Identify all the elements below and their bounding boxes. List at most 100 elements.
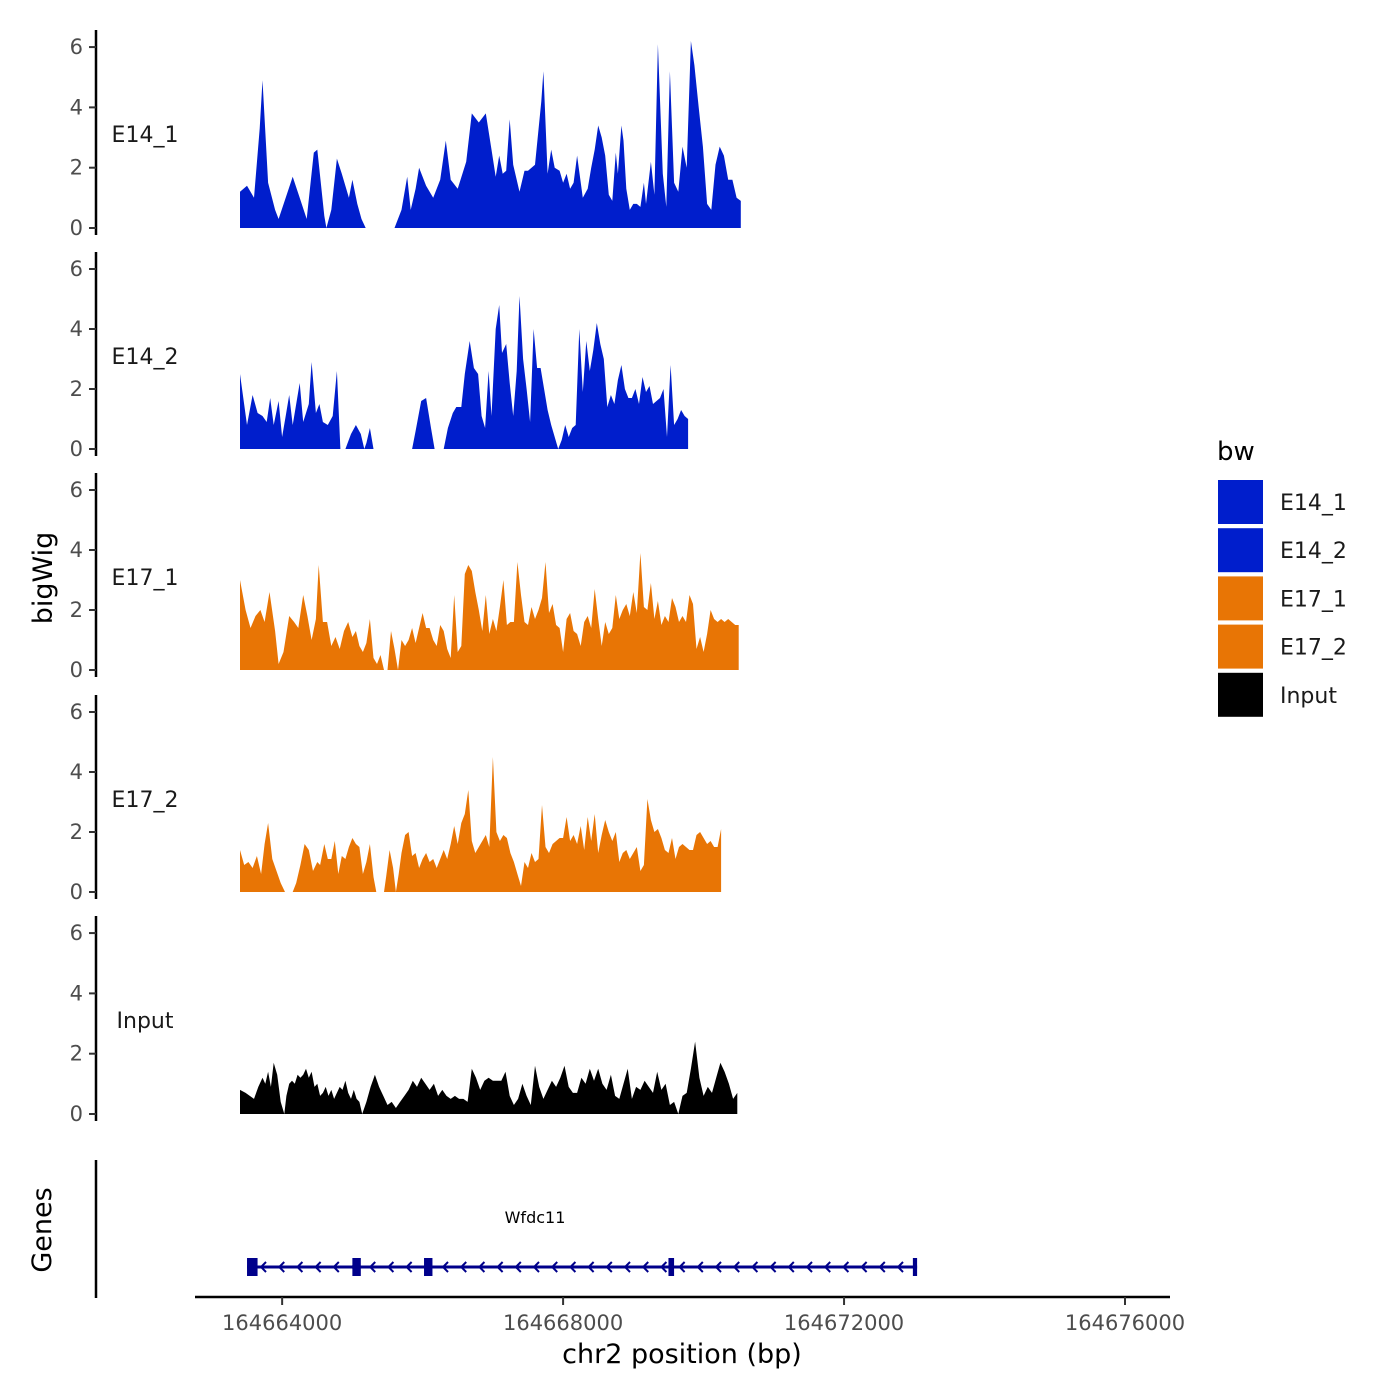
track-e17-2: 0 2 4 6 E17_2 xyxy=(70,695,722,904)
legend-label: Input xyxy=(1280,684,1337,709)
y-tick-label: 6 xyxy=(70,35,83,59)
strand-arrow xyxy=(751,1261,759,1273)
strand-arrow xyxy=(259,1261,267,1273)
y-tick-label: 4 xyxy=(70,317,83,341)
signal-area xyxy=(443,296,689,449)
strand-arrow xyxy=(823,1261,831,1273)
legend: bw E14_1 E14_2 E17_1 E17_2 Input xyxy=(1216,437,1347,719)
strand-arrow xyxy=(587,1261,595,1273)
y-tick-label: 4 xyxy=(70,981,83,1005)
signal-area xyxy=(240,80,366,228)
legend-key xyxy=(1216,670,1265,719)
genes-axis-title: Genes xyxy=(27,1187,58,1272)
strand-arrow xyxy=(842,1261,850,1273)
y-tick-label: 6 xyxy=(70,921,83,945)
strand-arrow xyxy=(441,1261,449,1273)
y-tick-label: 6 xyxy=(70,478,83,502)
y-tick-label: 6 xyxy=(70,700,83,724)
legend-title: bw xyxy=(1217,437,1255,467)
y-tick-label: 2 xyxy=(70,156,83,180)
legend-key xyxy=(1216,526,1265,575)
strand-arrow xyxy=(732,1261,740,1273)
bigwig-tracks: 0 2 4 6 E14_1 0 2 4 6 E14_2 0 2 4 6 E17_1 0 2 4 6 E17_2 0 2 4 6… xyxy=(70,30,741,1126)
strand-arrow xyxy=(787,1261,795,1273)
y-tick-label: 2 xyxy=(70,820,83,844)
strand-arrow xyxy=(332,1261,340,1273)
strand-arrow xyxy=(896,1261,904,1273)
gene-exon xyxy=(912,1258,918,1276)
strand-arrow xyxy=(387,1261,395,1273)
track-label: E17_2 xyxy=(112,788,179,813)
strand-arrow xyxy=(660,1261,668,1273)
legend-label: E17_1 xyxy=(1280,587,1347,612)
legend-label: E14_2 xyxy=(1280,539,1347,564)
strand-arrow xyxy=(696,1261,704,1273)
track-label: Input xyxy=(117,1009,174,1034)
x-tick-label: 164676000 xyxy=(1065,1311,1185,1335)
track-label: E17_1 xyxy=(112,566,179,591)
track-label: E14_2 xyxy=(112,345,179,370)
signal-area xyxy=(384,757,722,892)
strand-arrow xyxy=(296,1261,304,1273)
x-axis-title: chr2 position (bp) xyxy=(562,1339,802,1370)
strand-arrow xyxy=(368,1261,376,1273)
y-tick-label: 2 xyxy=(70,598,83,622)
signal-area xyxy=(240,823,285,892)
y-tick-label: 0 xyxy=(70,658,83,682)
gene-name-label: Wfdc11 xyxy=(505,1208,566,1227)
strand-arrow xyxy=(569,1261,577,1273)
y-tick-label: 2 xyxy=(70,377,83,401)
legend-label: E17_2 xyxy=(1280,636,1347,661)
y-tick-label: 2 xyxy=(70,1042,83,1066)
genes-track: Genes Wfdc11 xyxy=(27,1160,918,1298)
signal-area xyxy=(394,41,741,228)
strand-arrow xyxy=(605,1261,613,1273)
signal-area xyxy=(240,362,341,449)
y-tick-label: 6 xyxy=(70,257,83,281)
signal-area xyxy=(345,425,374,449)
y-axis-title: bigWig xyxy=(28,532,59,625)
signal-area xyxy=(240,1041,738,1114)
gene-exon xyxy=(424,1258,433,1276)
strand-arrow xyxy=(496,1261,504,1273)
strand-arrow xyxy=(459,1261,467,1273)
gene-exon xyxy=(668,1258,675,1276)
y-tick-label: 0 xyxy=(70,880,83,904)
track-e17-1: 0 2 4 6 E17_1 xyxy=(70,473,739,682)
strand-arrow xyxy=(878,1261,886,1273)
y-tick-label: 4 xyxy=(70,760,83,784)
x-tick-label: 164664000 xyxy=(222,1311,342,1335)
strand-arrow xyxy=(405,1261,413,1273)
strand-arrow xyxy=(514,1261,522,1273)
track-label: E14_1 xyxy=(112,123,179,148)
y-tick-label: 0 xyxy=(70,437,83,461)
strand-arrow xyxy=(478,1261,486,1273)
track-e14-1: 0 2 4 6 E14_1 xyxy=(70,30,741,240)
legend-key xyxy=(1216,622,1265,671)
y-tick-label: 4 xyxy=(70,538,83,562)
y-tick-label: 4 xyxy=(70,95,83,119)
strand-arrow xyxy=(860,1261,868,1273)
x-axis: 164664000 164668000 164672000 164676000 xyxy=(195,1295,1185,1335)
track-input: 0 2 4 6 Input xyxy=(70,916,738,1126)
strand-arrow xyxy=(641,1261,649,1273)
strand-arrow xyxy=(550,1261,558,1273)
strand-arrow xyxy=(532,1261,540,1273)
signal-area xyxy=(292,838,377,892)
y-tick-label: 0 xyxy=(70,216,83,240)
x-tick-label: 164668000 xyxy=(503,1311,623,1335)
strand-arrow xyxy=(277,1261,285,1273)
strand-arrow xyxy=(623,1261,631,1273)
strand-arrow xyxy=(314,1261,322,1273)
signal-area xyxy=(412,398,435,449)
legend-key xyxy=(1216,478,1265,526)
strand-arrow xyxy=(769,1261,777,1273)
strand-arrow xyxy=(805,1261,813,1273)
strand-arrow xyxy=(678,1261,686,1273)
legend-key xyxy=(1216,574,1265,623)
legend-label: E14_1 xyxy=(1280,491,1347,516)
signal-area xyxy=(240,553,739,670)
y-tick-label: 0 xyxy=(70,1102,83,1126)
strand-arrow xyxy=(714,1261,722,1273)
